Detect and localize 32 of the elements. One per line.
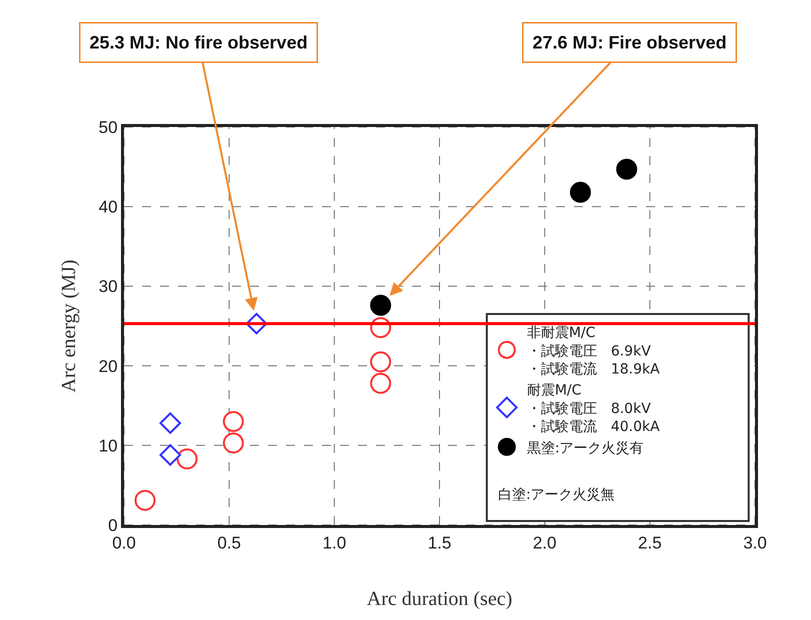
annotation: 白塗:アーク火災無 <box>498 487 615 503</box>
x-axis-title: Arc duration (sec) <box>366 588 512 610</box>
point <box>570 182 591 203</box>
y-tick-label: 40 <box>98 198 118 217</box>
x-tick-label: 0.0 <box>112 533 136 552</box>
y-tick-label: 20 <box>98 356 118 376</box>
x-tick-label: 2.0 <box>532 533 556 552</box>
annotation: 25.3 MJ: No fire observed <box>90 32 308 52</box>
legend-label: 黒塗:アーク火災有 <box>526 440 644 456</box>
point <box>222 411 244 432</box>
legend-label: 非耐震M/C ・試験電圧 6.9kV ・試験電流 18.9kA <box>526 325 660 378</box>
point <box>134 490 156 511</box>
y-tick-label: 10 <box>98 436 118 456</box>
point <box>176 448 198 470</box>
x-tick-label: 3.0 <box>743 533 767 552</box>
point <box>222 432 244 454</box>
y-axis-title: Arc energy (MJ) <box>58 260 80 392</box>
point <box>160 412 182 434</box>
point <box>370 351 392 372</box>
x-tick-label: 1.5 <box>428 533 452 552</box>
x-tick-label: 2.5 <box>638 533 662 552</box>
point <box>160 444 182 466</box>
point <box>616 158 638 180</box>
annotation: 27.6 MJ: Fire observed <box>532 32 727 52</box>
x-tick-label: 1.0 <box>322 533 346 552</box>
point <box>370 294 392 316</box>
y-tick-label: 0 <box>108 516 118 535</box>
legend-label: 耐震M/C ・試験電圧 8.0kV ・試験電流 40.0kA <box>526 382 660 436</box>
y-tick-label: 30 <box>98 277 118 296</box>
point <box>370 372 392 394</box>
x-tick-label: 0.5 <box>217 533 241 552</box>
y-tick-label: 50 <box>98 118 118 137</box>
